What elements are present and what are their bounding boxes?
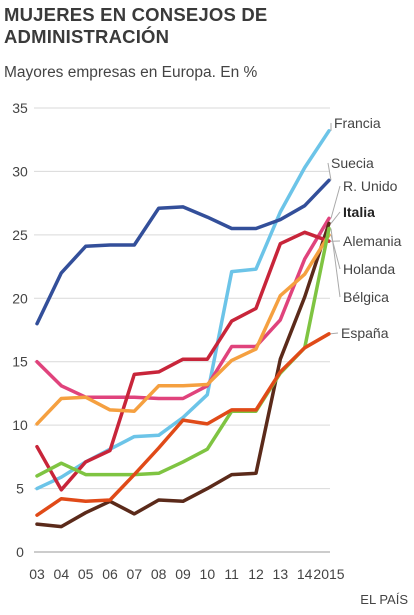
series-line bbox=[35, 221, 331, 529]
y-tick-label: 30 bbox=[12, 163, 28, 179]
x-tick-label: 07 bbox=[127, 566, 143, 582]
x-tick-label: 12 bbox=[248, 566, 264, 582]
y-tick-label: 25 bbox=[12, 227, 28, 243]
series-line bbox=[35, 216, 331, 401]
series-line bbox=[35, 226, 331, 478]
series-line bbox=[35, 178, 331, 326]
series-label: Alemania bbox=[343, 233, 402, 249]
x-tick-label: 10 bbox=[200, 566, 216, 582]
x-tick-label: 09 bbox=[175, 566, 191, 582]
y-tick-label: 10 bbox=[12, 417, 28, 433]
x-tick-label: 11 bbox=[224, 566, 239, 582]
grid-layer bbox=[34, 107, 330, 553]
chart-title: MUJERES EN CONSEJOS DE ADMINISTRACIÓN bbox=[4, 4, 268, 47]
x-tick-label: 05 bbox=[78, 566, 94, 582]
x-tick-label: 14 bbox=[297, 566, 313, 582]
x-tick-label: 03 bbox=[29, 566, 45, 582]
series-label-layer: Francia Suecia R. Unido Italia Alemania Holan… bbox=[327, 115, 402, 341]
label-leader-line bbox=[330, 185, 341, 219]
series-label: Italia bbox=[343, 204, 375, 220]
label-leader-line bbox=[330, 228, 341, 298]
x-tick-label: 2015 bbox=[313, 566, 344, 582]
x-tick-label: 08 bbox=[151, 566, 167, 582]
x-tick-label: 04 bbox=[54, 566, 70, 582]
series-line bbox=[35, 332, 331, 517]
y-tick-label: 5 bbox=[16, 481, 24, 497]
x-tick-label: 13 bbox=[273, 566, 289, 582]
series-label: R. Unido bbox=[343, 178, 398, 194]
label-leader-line bbox=[327, 162, 332, 181]
x-tick-label: 06 bbox=[102, 566, 118, 582]
series-line bbox=[35, 233, 331, 426]
y-tick-label: 20 bbox=[12, 290, 28, 306]
chart-subtitle: Mayores empresas en Europa. En % bbox=[4, 64, 258, 81]
label-leader-line bbox=[330, 332, 339, 335]
series-label: Francia bbox=[334, 115, 381, 131]
label-leader-line bbox=[330, 211, 341, 224]
series-label: España bbox=[341, 325, 389, 341]
y-tick-label: 15 bbox=[12, 354, 28, 370]
series-layer bbox=[35, 129, 331, 529]
series-label: Bélgica bbox=[343, 289, 389, 305]
y-tick-label: 35 bbox=[12, 100, 28, 116]
series-line bbox=[35, 230, 331, 492]
series-label: Suecia bbox=[331, 155, 374, 171]
series-label: Holanda bbox=[343, 261, 395, 277]
y-tick-label: 0 bbox=[16, 544, 24, 560]
source-credit: EL PAÍS bbox=[360, 592, 408, 607]
